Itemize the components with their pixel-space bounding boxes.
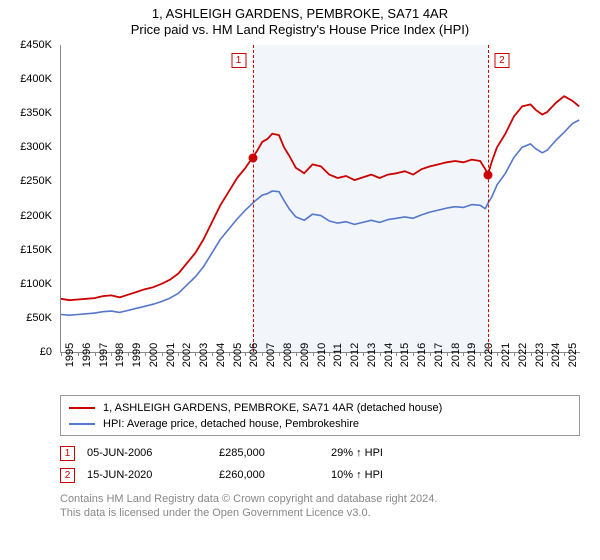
legend-label: 1, ASHLEIGH GARDENS, PEMBROKE, SA71 4AR … [103, 400, 442, 416]
legend-swatch [69, 423, 95, 425]
event-row-price: £285,000 [219, 442, 319, 464]
event-row-date: 15-JUN-2020 [87, 464, 207, 486]
event-row-badge: 2 [60, 468, 75, 483]
event-badge: 1 [231, 53, 246, 68]
event-badge: 2 [494, 53, 509, 68]
footer-line1: Contains HM Land Registry data © Crown c… [60, 492, 590, 506]
series-line [61, 120, 579, 315]
legend-label: HPI: Average price, detached house, Pemb… [103, 416, 359, 432]
event-marker [483, 170, 492, 179]
event-row: 1 05-JUN-2006 £285,000 29% ↑ HPI [60, 442, 580, 464]
chart-container: 1, ASHLEIGH GARDENS, PEMBROKE, SA71 4AR … [0, 0, 600, 560]
y-tick-label: £250K [20, 175, 52, 187]
x-axis-labels: 1995199619971998199920002001200220032004… [60, 355, 580, 389]
y-axis-labels: £0£50K£100K£150K£200K£250K£300K£350K£400… [10, 45, 56, 353]
legend: 1, ASHLEIGH GARDENS, PEMBROKE, SA71 4AR … [60, 395, 580, 436]
legend-swatch [69, 407, 95, 409]
event-row-badge: 1 [60, 446, 75, 461]
title-subtitle: Price paid vs. HM Land Registry's House … [10, 22, 590, 37]
events-table: 1 05-JUN-2006 £285,000 29% ↑ HPI 2 15-JUN-202… [60, 442, 580, 486]
chart-svg [61, 45, 580, 352]
y-tick-label: £150K [20, 244, 52, 256]
y-tick-label: £50K [26, 312, 52, 324]
y-tick-label: £200K [20, 210, 52, 222]
event-marker [248, 153, 257, 162]
event-line [488, 45, 489, 352]
x-tick-label: 2025 [567, 343, 600, 367]
y-tick-label: £400K [20, 73, 52, 85]
y-tick-label: £300K [20, 141, 52, 153]
plot-area: 12 [60, 45, 580, 353]
event-row-price: £260,000 [219, 464, 319, 486]
event-row: 2 15-JUN-2020 £260,000 10% ↑ HPI [60, 464, 580, 486]
y-tick-label: £100K [20, 278, 52, 290]
event-row-delta: 29% ↑ HPI [331, 442, 451, 464]
y-tick-label: £450K [20, 39, 52, 51]
footer-attribution: Contains HM Land Registry data © Crown c… [60, 492, 590, 520]
title-block: 1, ASHLEIGH GARDENS, PEMBROKE, SA71 4AR … [10, 6, 590, 37]
chart-area: £0 £50K £100K £150K £200K £250K £300K £350K £400… [10, 43, 590, 389]
y-tick-label: £0 [40, 346, 52, 358]
event-line [253, 45, 254, 352]
event-row-date: 05-JUN-2006 [87, 442, 207, 464]
y-tick-label: £350K [20, 107, 52, 119]
title-address: 1, ASHLEIGH GARDENS, PEMBROKE, SA71 4AR [10, 6, 590, 21]
event-row-delta: 10% ↑ HPI [331, 464, 451, 486]
series-line [61, 96, 579, 300]
footer-line2: This data is licensed under the Open Gov… [60, 506, 590, 520]
legend-row: 1, ASHLEIGH GARDENS, PEMBROKE, SA71 4AR … [69, 400, 571, 416]
legend-row: HPI: Average price, detached house, Pemb… [69, 416, 571, 432]
